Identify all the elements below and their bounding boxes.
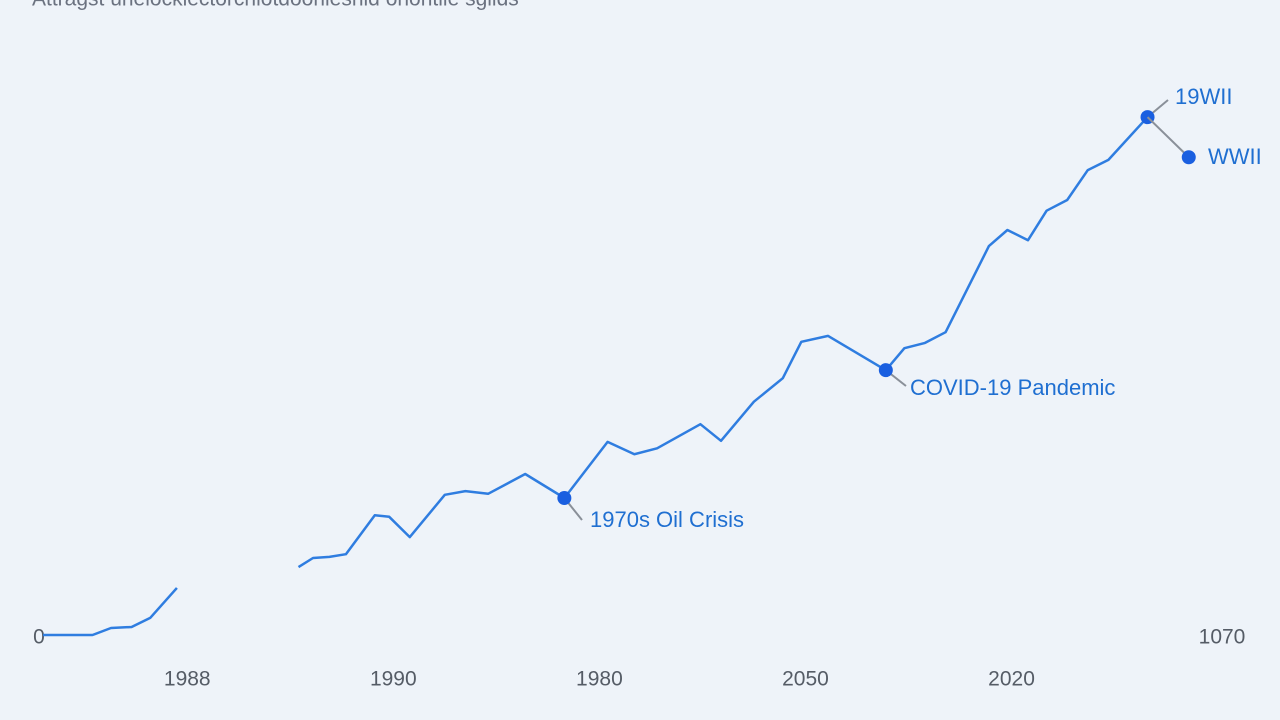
annotation-label: 19WII <box>1175 84 1232 109</box>
data-line <box>43 116 1149 637</box>
chart-title: Attragst unelocklectorchiotdoorilesnid o… <box>32 0 519 11</box>
corner-label: 1070 <box>1199 626 1246 649</box>
annotation-label: COVID-19 Pandemic <box>910 375 1115 400</box>
y-tick-label: 0 <box>33 626 45 649</box>
x-tick-label: 2020 <box>988 668 1035 691</box>
annotation-marker <box>1181 150 1196 165</box>
annotation-connector <box>1146 116 1190 158</box>
annotation-marker <box>878 363 893 378</box>
annotation-marker <box>557 491 572 506</box>
x-tick-label: 1988 <box>164 668 211 691</box>
x-tick-label: 1990 <box>370 668 417 691</box>
annotation-label: 1970s Oil Crisis <box>590 507 744 532</box>
x-tick-label: 2050 <box>782 668 829 691</box>
annotation-label: WWII <box>1208 144 1262 169</box>
x-tick-label: 1980 <box>576 668 623 691</box>
